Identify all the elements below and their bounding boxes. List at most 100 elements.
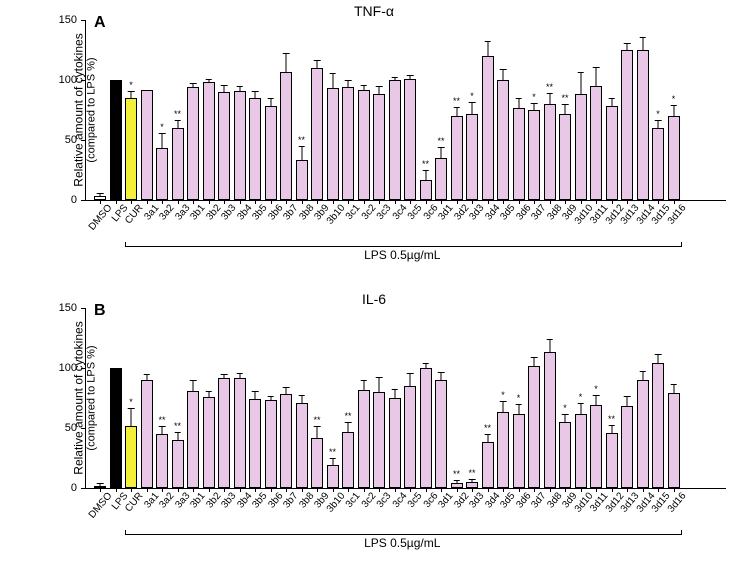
error-bar <box>518 99 519 107</box>
error-bar <box>441 373 442 380</box>
significance-marker: ** <box>453 97 460 106</box>
bar-3c4 <box>389 20 401 200</box>
error-bar <box>162 427 163 434</box>
error-bar <box>270 397 271 401</box>
significance-marker: ** <box>158 416 165 425</box>
bar-rect <box>280 72 292 200</box>
bar-rect <box>389 398 401 488</box>
error-cap <box>484 434 491 435</box>
bar-rect <box>265 400 277 488</box>
bar-rect <box>156 434 168 488</box>
error-cap <box>624 43 631 44</box>
bar-rect <box>497 80 509 200</box>
bar-3d15 <box>652 308 664 488</box>
bar-3d11: * <box>590 308 602 488</box>
significance-marker: * <box>501 391 505 400</box>
significance-marker: ** <box>174 422 181 431</box>
error-bar <box>549 94 550 104</box>
significance-marker: * <box>470 92 474 101</box>
error-cap <box>546 93 553 94</box>
bar-rect <box>668 393 680 488</box>
error-cap <box>159 426 166 427</box>
bar-3d7 <box>528 308 540 488</box>
bar-3d1 <box>435 308 447 488</box>
bar-3c3 <box>373 308 385 488</box>
bar-3a1 <box>141 308 153 488</box>
lps-bracket <box>125 242 682 247</box>
error-bar <box>534 104 535 110</box>
bar-3b4 <box>234 308 246 488</box>
panel-B: IL-6BRelative amount of cytokines(compar… <box>0 288 748 576</box>
bar-3d12 <box>606 20 618 200</box>
bar-rect <box>559 422 571 488</box>
error-cap <box>236 86 243 87</box>
significance-marker: ** <box>313 416 320 425</box>
lps-note: LPS 0.5µg/mL <box>364 536 440 550</box>
bar-3c3 <box>373 20 385 200</box>
error-cap <box>143 374 150 375</box>
bar-3d14 <box>637 20 649 200</box>
error-cap <box>205 391 212 392</box>
bar-3b9 <box>311 20 323 200</box>
significance-marker: * <box>656 110 660 119</box>
error-bar <box>565 105 566 113</box>
error-bar <box>255 392 256 399</box>
plot-area: 050100150********************DMSOLPSCUR3… <box>85 20 726 201</box>
error-bar <box>100 484 101 485</box>
error-bar <box>317 61 318 68</box>
ytick: 100 <box>59 74 86 86</box>
significance-marker: ** <box>453 470 460 479</box>
error-bar <box>301 396 302 403</box>
ytick: 0 <box>71 482 86 494</box>
bar-rect <box>513 108 525 200</box>
bar-3a2: ** <box>156 308 168 488</box>
error-bar <box>549 340 550 352</box>
error-bar <box>224 86 225 92</box>
error-cap <box>515 404 522 405</box>
significance-marker: ** <box>174 110 181 119</box>
error-cap <box>484 41 491 42</box>
error-bar <box>348 423 349 431</box>
error-bar <box>518 405 519 413</box>
bar-3b3 <box>218 308 230 488</box>
bar-3b8 <box>296 308 308 488</box>
error-bar <box>580 404 581 414</box>
significance-marker: * <box>579 393 583 402</box>
error-bar <box>208 392 209 397</box>
error-cap <box>608 98 615 99</box>
error-cap <box>500 69 507 70</box>
error-cap <box>97 193 104 194</box>
error-cap <box>267 396 274 397</box>
error-cap <box>639 37 646 38</box>
error-cap <box>345 422 352 423</box>
bar-rect <box>544 104 556 200</box>
error-cap <box>469 102 476 103</box>
error-cap <box>438 372 445 373</box>
error-cap <box>298 395 305 396</box>
bar-rect <box>575 94 587 200</box>
bar-3c6 <box>420 308 432 488</box>
bar-CUR: * <box>125 20 137 200</box>
bar-3d2: ** <box>451 308 463 488</box>
error-bar <box>580 73 581 95</box>
error-bar <box>239 374 240 378</box>
error-bar <box>332 459 333 465</box>
error-bar <box>332 74 333 88</box>
bar-rect <box>172 440 184 488</box>
error-bar <box>255 92 256 98</box>
bar-rect <box>652 363 664 488</box>
error-cap <box>608 425 615 426</box>
error-cap <box>670 105 677 106</box>
error-cap <box>407 75 414 76</box>
error-bar <box>410 76 411 78</box>
significance-marker: ** <box>468 469 475 478</box>
error-bar <box>208 80 209 82</box>
bar-3b9: ** <box>311 308 323 488</box>
bar-3b1 <box>187 20 199 200</box>
significance-marker: * <box>129 81 133 90</box>
bar-rect <box>203 82 215 200</box>
bar-rect <box>249 399 261 488</box>
bar-3d11 <box>590 20 602 200</box>
bar-rect <box>528 110 540 200</box>
bar-rect <box>141 380 153 488</box>
